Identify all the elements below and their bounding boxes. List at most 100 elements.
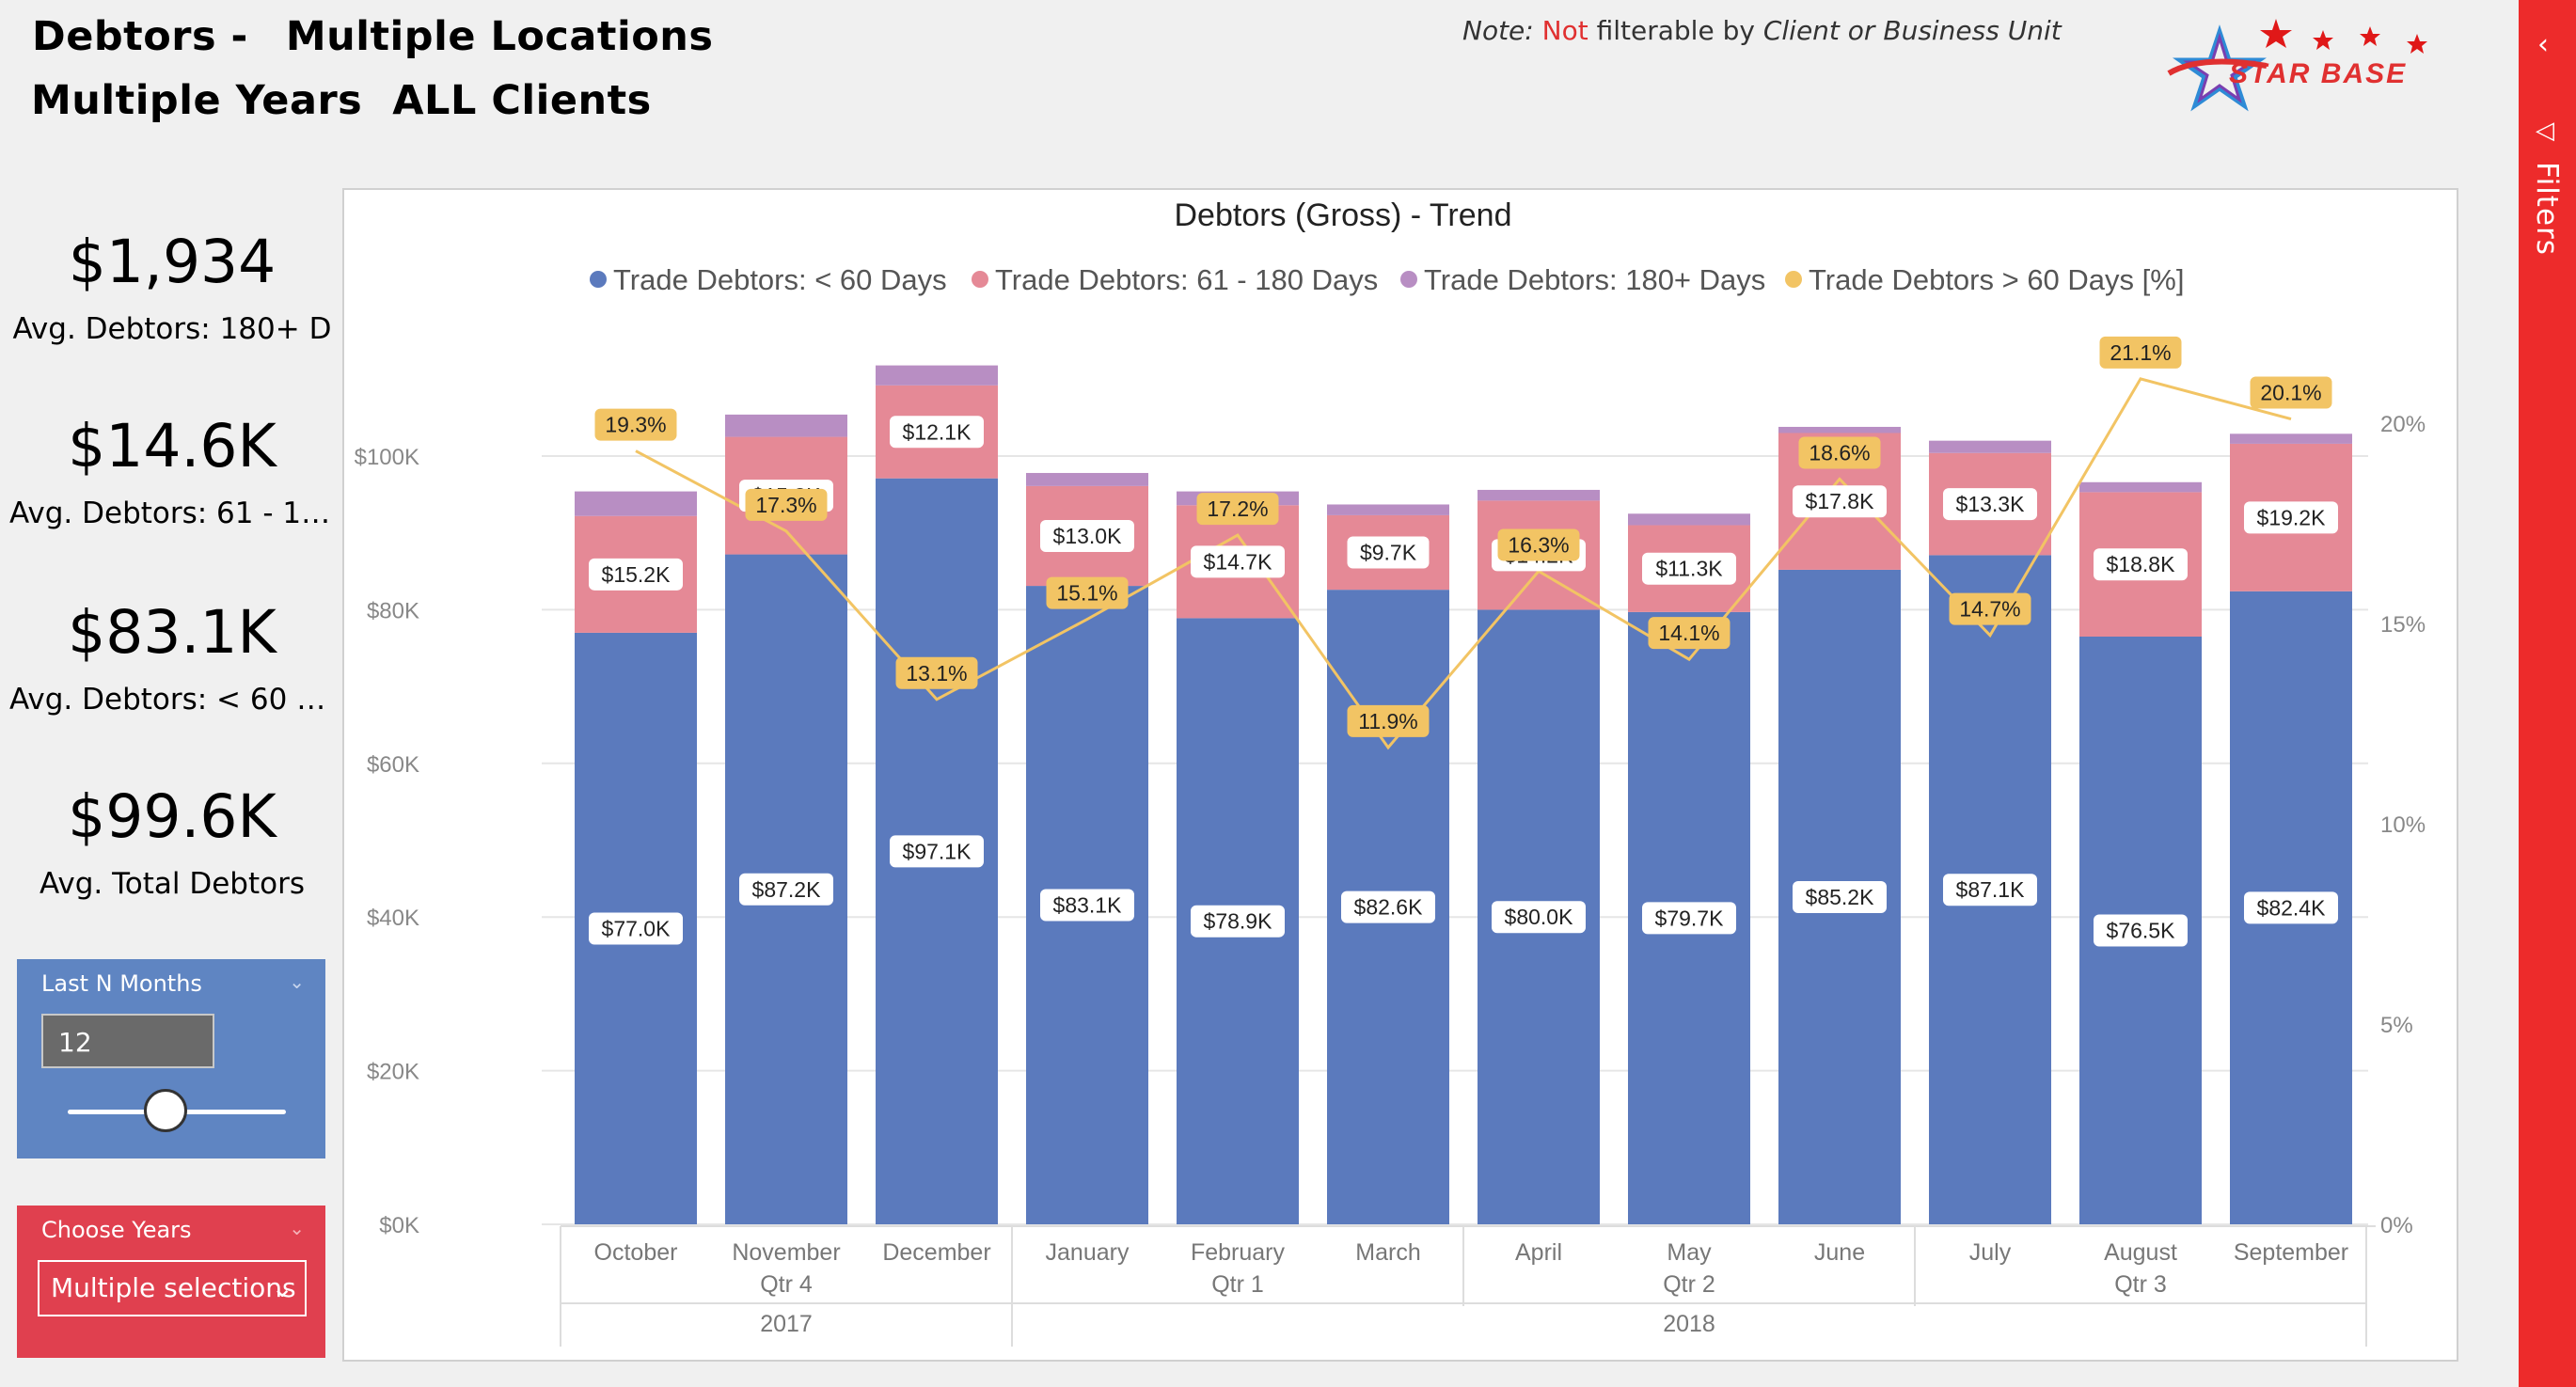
slicer-title: Choose Years xyxy=(41,1217,192,1243)
data-label-lt60-bg xyxy=(890,835,984,868)
data-label-61-180-bg xyxy=(589,558,683,591)
note-business-unit: Business Unit xyxy=(1883,15,2062,46)
data-label-pct-bg xyxy=(1347,704,1430,737)
data-label-lt60: $85.2K xyxy=(1806,885,1875,909)
data-label-pct: 20.1% xyxy=(2260,381,2321,405)
years-dropdown[interactable]: Multiple selections ⌄ xyxy=(38,1260,307,1316)
data-label-lt60-bg xyxy=(589,912,683,945)
star-base-logo: STAR BASE xyxy=(2167,19,2427,112)
legend-marker xyxy=(972,271,988,288)
data-label-lt60: $97.1K xyxy=(903,839,972,863)
x-tick-label: April xyxy=(1515,1239,1562,1266)
data-label-lt60-bg xyxy=(1492,901,1586,934)
y2-tick-label: 10% xyxy=(2380,812,2426,838)
slicer-title: Last N Months xyxy=(41,970,202,997)
filters-pane[interactable]: ‹ ◁ Filters xyxy=(2519,0,2576,1387)
data-label-lt60: $76.5K xyxy=(2107,918,2176,942)
debtors-trend-chart-panel: Debtors (Gross) - Trend Trade Debtors: < … xyxy=(342,188,2458,1362)
data-label-61-180-bg xyxy=(2244,501,2338,534)
bar-180plus xyxy=(575,491,697,516)
data-label-lt60: $82.4K xyxy=(2257,895,2327,920)
bar-180plus xyxy=(1929,440,2051,453)
legend-marker xyxy=(1400,271,1417,288)
data-label-61-180-bg xyxy=(1793,485,1887,518)
bar-180plus xyxy=(1628,513,1750,526)
y-tick-label: $60K xyxy=(367,752,419,778)
note-or: or xyxy=(1847,15,1875,46)
note-mid: filterable by xyxy=(1596,15,1755,46)
x-tick-label: May xyxy=(1667,1239,1712,1266)
title-years: Multiple Years xyxy=(31,77,363,124)
title-locations: Multiple Locations xyxy=(285,13,714,60)
filter-note: Note: Not filterable by Client or Busine… xyxy=(1462,15,2062,46)
kpi-avg-debtors-lt60: $83.1K Avg. Debtors: < 60 D... xyxy=(9,598,335,718)
data-label-lt60-bg xyxy=(2244,891,2338,924)
data-label-lt60: $77.0K xyxy=(602,916,672,940)
data-label-61-180: $15.2K xyxy=(602,562,672,587)
report-title-line1: Debtors - Multiple Locations xyxy=(32,13,713,60)
y-tick-label: $0K xyxy=(379,1213,419,1238)
quarter-label: Qtr 1 xyxy=(1211,1271,1264,1298)
legend-marker xyxy=(590,271,607,288)
legend-label: Trade Debtors: < 60 Days xyxy=(613,263,947,296)
data-label-pct: 21.1% xyxy=(2110,340,2171,365)
y2-tick-label: 5% xyxy=(2380,1013,2413,1038)
data-label-lt60-bg xyxy=(1642,902,1736,935)
slider-handle[interactable] xyxy=(144,1089,188,1132)
collapse-chevron-icon[interactable]: ‹ xyxy=(2537,28,2549,61)
filters-label: Filters xyxy=(2530,162,2564,256)
y2-tick-label: 0% xyxy=(2380,1213,2413,1238)
x-tick-label: June xyxy=(1814,1239,1865,1266)
bar-180plus xyxy=(876,365,998,386)
data-label-pct-bg xyxy=(1648,617,1731,650)
x-tick-label: November xyxy=(732,1239,840,1266)
data-label-pct-bg xyxy=(2099,336,2182,369)
data-label-61-180-bg xyxy=(1943,488,2037,521)
title-clients: ALL Clients xyxy=(392,77,652,124)
data-label-61-180: $17.8K xyxy=(1806,489,1875,513)
data-label-lt60: $78.9K xyxy=(1204,909,1273,934)
kpi-value: $14.6K xyxy=(68,412,277,481)
data-label-61-180: $19.2K xyxy=(2257,505,2327,529)
data-label-pct-bg xyxy=(745,488,828,521)
data-label-lt60-bg xyxy=(1341,891,1435,923)
last-n-months-slicer[interactable]: Last N Months ⌄ 12 xyxy=(17,959,325,1158)
data-label-61-180-bg xyxy=(1347,536,1430,569)
dropdown-value: Multiple selections xyxy=(51,1272,296,1303)
quarter-label: Qtr 3 xyxy=(2114,1271,2167,1298)
data-label-lt60-bg xyxy=(1191,905,1285,938)
data-label-lt60-bg xyxy=(1040,889,1134,922)
kpi-label: Avg. Debtors: < 60 D... xyxy=(9,683,335,717)
kpi-value: $83.1K xyxy=(68,598,277,667)
filter-icon: ◁ xyxy=(2536,117,2554,145)
data-label-61-180-bg xyxy=(1040,519,1134,552)
logo-star-big xyxy=(2172,24,2268,112)
chevron-down-icon[interactable]: ⌄ xyxy=(289,970,305,993)
legend-label: Trade Debtors: 180+ Days xyxy=(1424,263,1765,296)
note-client: Client xyxy=(1762,15,1840,46)
months-input[interactable]: 12 xyxy=(41,1014,214,1068)
data-label-61-180-bg xyxy=(890,416,984,449)
bar-180plus xyxy=(1026,472,1148,486)
data-label-lt60-bg xyxy=(1793,880,1887,913)
chevron-down-icon: ⌄ xyxy=(271,1272,293,1303)
data-label-lt60-bg xyxy=(739,873,833,906)
chevron-down-icon[interactable]: ⌄ xyxy=(289,1217,305,1239)
x-tick-label: August xyxy=(2104,1239,2177,1266)
logo-star-1 xyxy=(2260,19,2292,48)
data-label-pct-bg xyxy=(1046,576,1129,609)
year-label: 2017 xyxy=(760,1311,813,1337)
data-label-61-180: $13.0K xyxy=(1053,524,1123,548)
x-tick-label: March xyxy=(1355,1239,1420,1266)
data-label-pct: 15.1% xyxy=(1056,581,1117,606)
data-label-61-180: $14.7K xyxy=(1204,549,1273,574)
quarter-label: Qtr 4 xyxy=(760,1271,813,1298)
data-label-pct-bg xyxy=(1949,592,2031,625)
data-label-61-180: $13.3K xyxy=(1956,492,2026,516)
choose-years-slicer[interactable]: Choose Years ⌄ Multiple selections ⌄ xyxy=(17,1206,325,1358)
kpi-avg-total-debtors: $99.6K Avg. Total Debtors xyxy=(9,782,335,903)
legend-marker xyxy=(1785,271,1802,288)
x-tick-label: October xyxy=(594,1239,678,1266)
note-not: Not xyxy=(1541,15,1588,46)
data-label-pct: 19.3% xyxy=(605,413,666,437)
